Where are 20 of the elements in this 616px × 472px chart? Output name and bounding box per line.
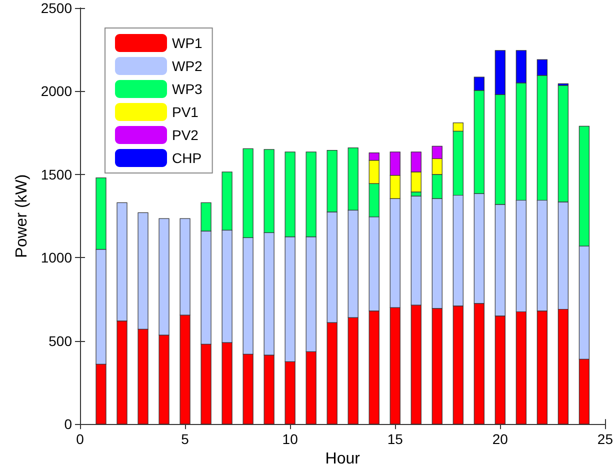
legend-label: PV2: [172, 127, 199, 143]
x-tick-label: 5: [181, 431, 190, 448]
y-tick-label: 0: [64, 416, 72, 432]
x-axis-title: Hour: [325, 450, 361, 468]
legend-label: WP2: [172, 58, 203, 74]
y-axis-title: Power (kW): [13, 174, 30, 258]
x-tick-label: 0: [76, 431, 84, 448]
legend-label: PV1: [172, 104, 199, 120]
x-tick-label: 15: [387, 431, 404, 448]
y-tick-label: 2500: [40, 0, 72, 16]
y-tick-label: 2000: [40, 83, 72, 100]
y-tick-label: 1000: [40, 250, 72, 266]
legend-label: CHP: [172, 150, 202, 166]
x-tick-label: 20: [492, 431, 508, 448]
legend-label: WP1: [172, 35, 203, 51]
x-tick-label: 25: [597, 431, 614, 448]
x-tick-label: 10: [282, 431, 298, 448]
y-tick-label: 1500: [40, 166, 72, 182]
legend-label: WP3: [172, 81, 203, 97]
y-tick-label: 500: [48, 332, 72, 349]
